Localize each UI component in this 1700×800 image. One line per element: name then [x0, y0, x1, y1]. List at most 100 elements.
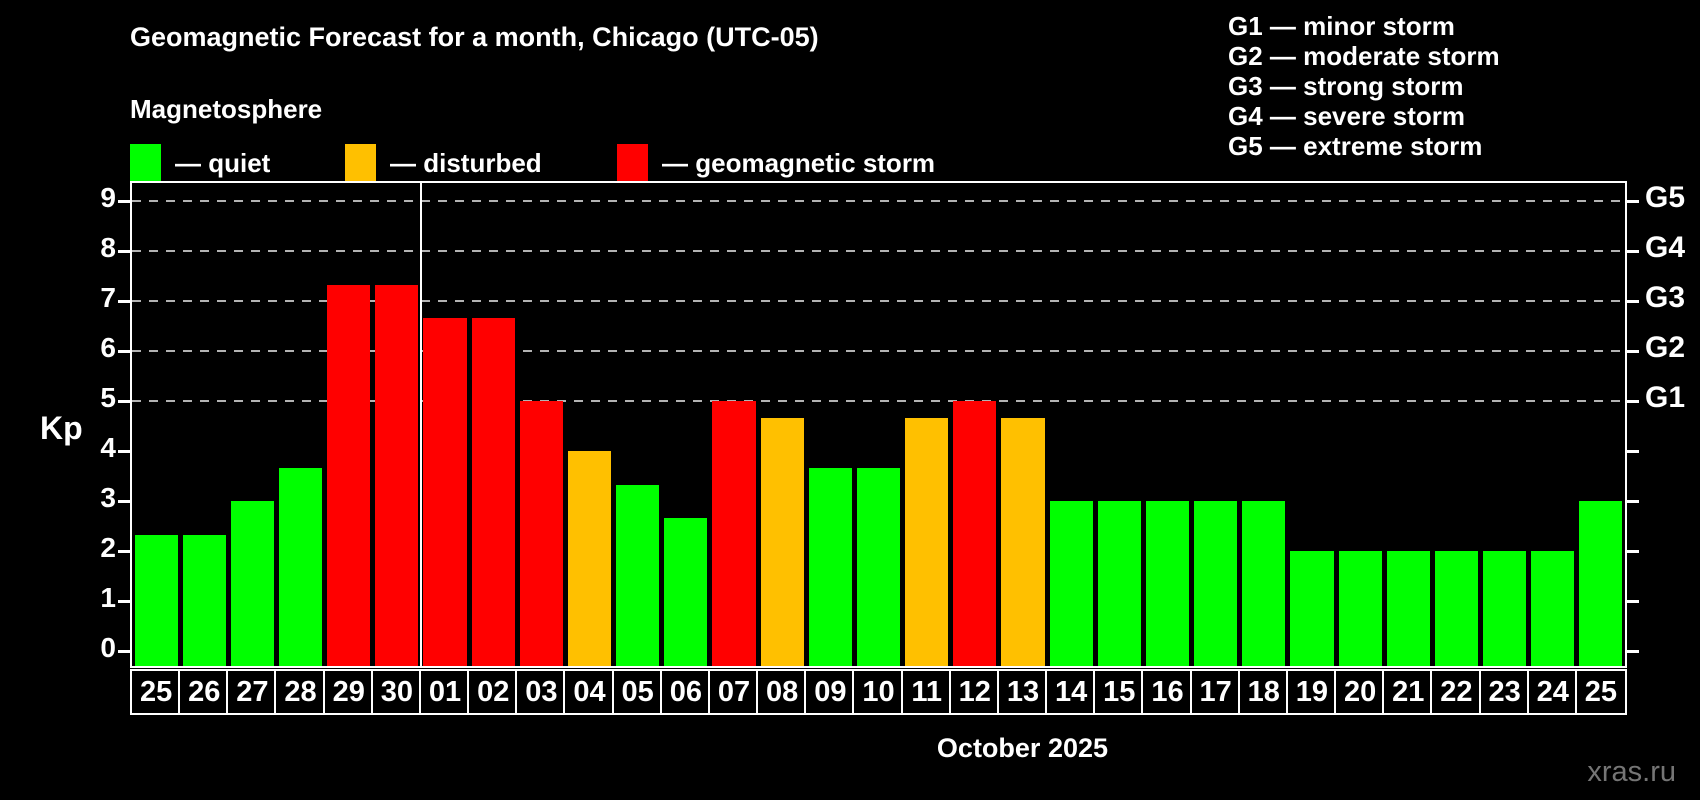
day-label-cell-28: 23	[1478, 669, 1531, 715]
y-tick-right-3	[1625, 499, 1639, 503]
day-label-cell-2: 27	[226, 669, 279, 715]
y-tick-left-4	[118, 449, 132, 453]
day-label-cell-15: 10	[852, 669, 905, 715]
day-label-cell-14: 09	[804, 669, 857, 715]
g-scale-label-G4: G4	[1645, 231, 1686, 264]
day-label-cell-29: 24	[1526, 669, 1579, 715]
gridline-kp8	[132, 250, 1625, 252]
legend-label-storm: — geomagnetic storm	[662, 147, 936, 178]
day-label-cell-22: 17	[1189, 669, 1242, 715]
kp-bar-11-16	[905, 417, 949, 666]
kp-bar-17-22	[1194, 501, 1238, 666]
kp-bar-27-2	[230, 501, 274, 666]
y-tick-label-1: 1	[100, 582, 116, 613]
kp-bar-14-19	[1049, 501, 1093, 666]
day-label-cell-27: 22	[1430, 669, 1483, 715]
y-tick-label-0: 0	[100, 632, 116, 663]
kp-bar-15-20	[1097, 501, 1141, 666]
day-label-cell-18: 13	[996, 669, 1050, 715]
day-label-cell-3: 28	[274, 669, 327, 715]
storm-color-swatch	[617, 144, 648, 182]
g-scale-legend: G1 — minor storm G2 — moderate storm G3 …	[1228, 11, 1500, 161]
day-label-cell-30: 25	[1574, 669, 1627, 715]
kp-bar-04-9	[567, 451, 612, 666]
y-tick-label-2: 2	[100, 532, 116, 563]
day-label-cell-20: 15	[1093, 669, 1146, 715]
day-label-cell-6: 01	[418, 669, 472, 715]
kp-bar-21-26	[1386, 551, 1430, 666]
y-tick-right-4	[1625, 449, 1639, 453]
day-label-cell-13: 08	[756, 669, 809, 715]
day-label-cell-16: 11	[900, 669, 953, 715]
day-label-cell-9: 04	[563, 669, 616, 715]
y-tick-left-0	[118, 649, 132, 653]
y-tick-left-1	[118, 599, 132, 603]
kp-bar-18-23	[1242, 501, 1286, 666]
day-label-cell-0: 25	[130, 669, 183, 715]
day-label-cell-17: 12	[948, 669, 1001, 715]
legend-label-disturbed: — disturbed	[390, 147, 542, 178]
kp-bar-22-27	[1434, 551, 1478, 666]
kp-bar-13-18	[1001, 417, 1045, 666]
kp-bar-19-24	[1290, 551, 1334, 666]
y-tick-left-8	[118, 249, 132, 253]
day-label-cell-19: 14	[1045, 669, 1098, 715]
kp-bar-23-28	[1483, 551, 1527, 666]
y-tick-label-6: 6	[100, 332, 116, 363]
y-tick-label-8: 8	[100, 232, 116, 263]
g4-legend-line: G4 — severe storm	[1228, 101, 1466, 131]
gridline-kp7	[132, 300, 1625, 302]
y-tick-right-5	[1625, 399, 1639, 403]
g-scale-label-G1: G1	[1645, 381, 1686, 414]
plot-frame	[130, 181, 1627, 668]
gridline-kp5	[132, 400, 1625, 402]
y-tick-left-5	[118, 399, 132, 403]
g-scale-label-G3: G3	[1645, 281, 1686, 314]
y-tick-right-9	[1625, 199, 1639, 203]
g-scale-label-G5: G5	[1645, 181, 1686, 214]
kp-bar-30-5	[375, 284, 419, 666]
y-tick-label-7: 7	[100, 282, 116, 313]
g1-legend-line: G1 — minor storm	[1228, 11, 1455, 41]
day-label-cell-10: 05	[611, 669, 664, 715]
x-axis-month-label: October 2025	[936, 733, 1109, 763]
watermark: xras.ru	[1587, 756, 1676, 788]
y-tick-label-4: 4	[100, 432, 116, 463]
quiet-color-swatch	[130, 144, 161, 182]
month-separator-line	[419, 183, 422, 666]
chart-title: Geomagnetic Forecast for a month, Chicag…	[130, 22, 819, 52]
day-label-cell-8: 03	[515, 669, 568, 715]
y-tick-right-1	[1625, 599, 1639, 603]
y-tick-label-5: 5	[100, 382, 116, 413]
y-tick-label-3: 3	[100, 482, 116, 513]
y-tick-left-9	[118, 199, 132, 203]
day-label-cell-24: 19	[1285, 669, 1339, 715]
g5-legend-line: G5 — extreme storm	[1228, 131, 1483, 161]
kp-bar-10-15	[856, 467, 901, 666]
y-tick-right-2	[1625, 549, 1639, 553]
legend-label-quiet: — quiet	[175, 147, 271, 178]
day-label-cell-23: 18	[1237, 669, 1290, 715]
y-tick-label-9: 9	[100, 182, 116, 213]
y-tick-left-7	[118, 299, 132, 303]
day-label-cell-25: 20	[1334, 669, 1387, 715]
y-axis-label-kp: Kp	[40, 410, 83, 446]
disturbed-color-swatch	[345, 144, 376, 182]
day-label-cell-12: 07	[707, 669, 761, 715]
g3-legend-line: G3 — strong storm	[1228, 71, 1464, 101]
day-label-cell-4: 29	[322, 669, 375, 715]
day-label-cell-1: 26	[178, 669, 231, 715]
y-tick-right-0	[1625, 649, 1639, 653]
day-label-cell-21: 16	[1141, 669, 1194, 715]
kp-bar-28-3	[278, 467, 323, 666]
kp-bar-25-30	[1579, 501, 1623, 666]
kp-bar-06-11	[664, 517, 708, 666]
legend-item-disturbed: — disturbed	[345, 143, 542, 183]
y-tick-left-6	[118, 349, 132, 353]
legend-item-storm: — geomagnetic storm	[617, 143, 935, 183]
kp-bar-12-17	[953, 401, 997, 666]
kp-bar-25-0	[134, 534, 178, 666]
kp-bar-02-7	[471, 317, 515, 666]
g-scale-label-G2: G2	[1645, 331, 1686, 364]
kp-bar-03-8	[519, 401, 563, 666]
